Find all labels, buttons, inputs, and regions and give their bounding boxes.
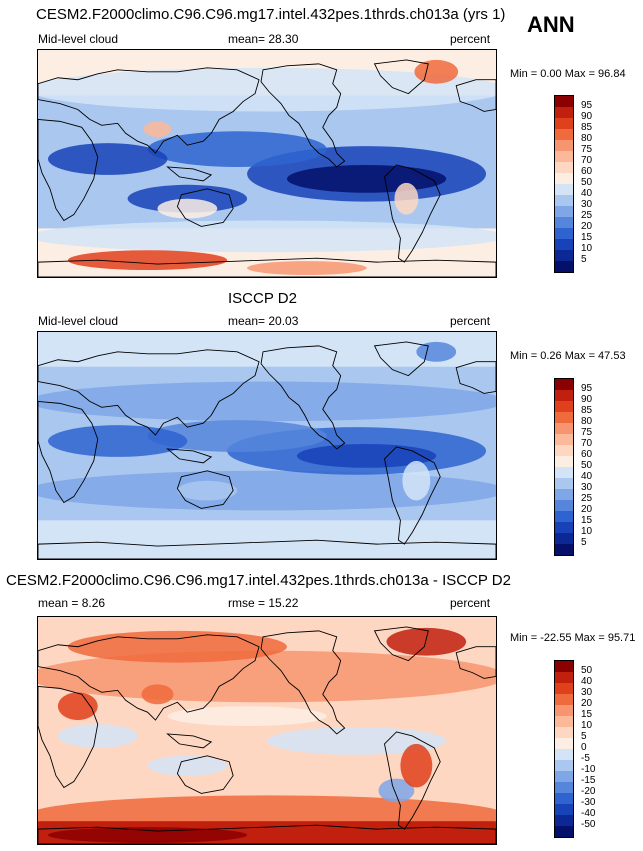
- panel-3-units-label: percent: [450, 596, 491, 610]
- panel-3-rmse-label: rmse = 15.22: [228, 596, 299, 610]
- panel-3-title: CESM2.F2000climo.C96.C96.mg17.intel.432p…: [6, 572, 511, 589]
- colorbar-level-label: 0: [581, 742, 587, 753]
- panel-2-variable-label: Mid-level cloud: [38, 314, 119, 328]
- colorbar-level-label: 5: [581, 731, 587, 742]
- colorbar-level-label: 10: [581, 526, 593, 537]
- colorbar-level-label: 90: [581, 394, 593, 405]
- colorbar-level-label: 75: [581, 427, 593, 438]
- season-label: ANN: [527, 12, 575, 37]
- panel-1-units-label: percent: [450, 32, 491, 46]
- panel-1-minmax: Min = 0.00 Max = 96.84: [510, 68, 626, 80]
- panel-3-minmax: Min = -22.55 Max = 95.71: [510, 632, 636, 644]
- colorbar-level-label: 80: [581, 133, 593, 144]
- panel-1-map: [37, 49, 497, 278]
- colorbar-level-label: -50: [581, 819, 596, 830]
- colorbar-level-label: 95: [581, 100, 593, 111]
- panel-2-colorbar: [554, 378, 574, 556]
- colorbar-level-label: 50: [581, 460, 593, 471]
- colorbar-level-label: 60: [581, 449, 593, 460]
- panel-2-units-label: percent: [450, 314, 491, 328]
- colorbar-level-label: -40: [581, 808, 596, 819]
- panel-3-map: [37, 616, 497, 845]
- colorbar-level-label: 95: [581, 383, 593, 394]
- colorbar-level-label: 15: [581, 709, 593, 720]
- colorbar-level-label: 90: [581, 111, 593, 122]
- panel-1-title: CESM2.F2000climo.C96.C96.mg17.intel.432p…: [36, 6, 506, 23]
- colorbar-level-label: 10: [581, 243, 593, 254]
- colorbar-level-label: 40: [581, 188, 593, 199]
- panel-1-mean-label: mean= 28.30: [228, 32, 299, 46]
- colorbar-level-label: 80: [581, 416, 593, 427]
- colorbar-level-label: 50: [581, 177, 593, 188]
- colorbar-level-label: 20: [581, 504, 593, 515]
- colorbar-level-label: 40: [581, 471, 593, 482]
- colorbar-level-label: -15: [581, 775, 596, 786]
- panel-2-title: ISCCP D2: [228, 290, 297, 307]
- colorbar-level-label: -5: [581, 753, 590, 764]
- colorbar-level-label: 85: [581, 122, 593, 133]
- panel-3-mean-label: mean = 8.26: [38, 596, 106, 610]
- colorbar-level-label: -20: [581, 786, 596, 797]
- colorbar-level-label: 25: [581, 493, 593, 504]
- colorbar-level-label: 30: [581, 687, 593, 698]
- colorbar-level-label: 20: [581, 221, 593, 232]
- colorbar-level-label: 15: [581, 515, 593, 526]
- panel-1-colorbar: [554, 95, 574, 273]
- colorbar-level-label: -30: [581, 797, 596, 808]
- colorbar-level-label: 70: [581, 438, 593, 449]
- colorbar-level-label: -10: [581, 764, 596, 775]
- colorbar-level-label: 10: [581, 720, 593, 731]
- colorbar-level-label: 85: [581, 405, 593, 416]
- colorbar-level-label: 75: [581, 144, 593, 155]
- colorbar-level-label: 5: [581, 537, 587, 548]
- colorbar-level-label: 50: [581, 665, 593, 676]
- panel-3-colorbar: [554, 660, 574, 838]
- colorbar-level-label: 20: [581, 698, 593, 709]
- colorbar-level-label: 15: [581, 232, 593, 243]
- colorbar-level-label: 25: [581, 210, 593, 221]
- panel-2-map: [37, 331, 497, 560]
- panel-2-mean-label: mean= 20.03: [228, 314, 299, 328]
- panel-1-variable-label: Mid-level cloud: [38, 32, 119, 46]
- colorbar-level-label: 30: [581, 482, 593, 493]
- colorbar-level-label: 70: [581, 155, 593, 166]
- colorbar-level-label: 30: [581, 199, 593, 210]
- colorbar-level-label: 5: [581, 254, 587, 265]
- colorbar-level-label: 60: [581, 166, 593, 177]
- panel-2-minmax: Min = 0.26 Max = 47.53: [510, 350, 626, 362]
- colorbar-level-label: 40: [581, 676, 593, 687]
